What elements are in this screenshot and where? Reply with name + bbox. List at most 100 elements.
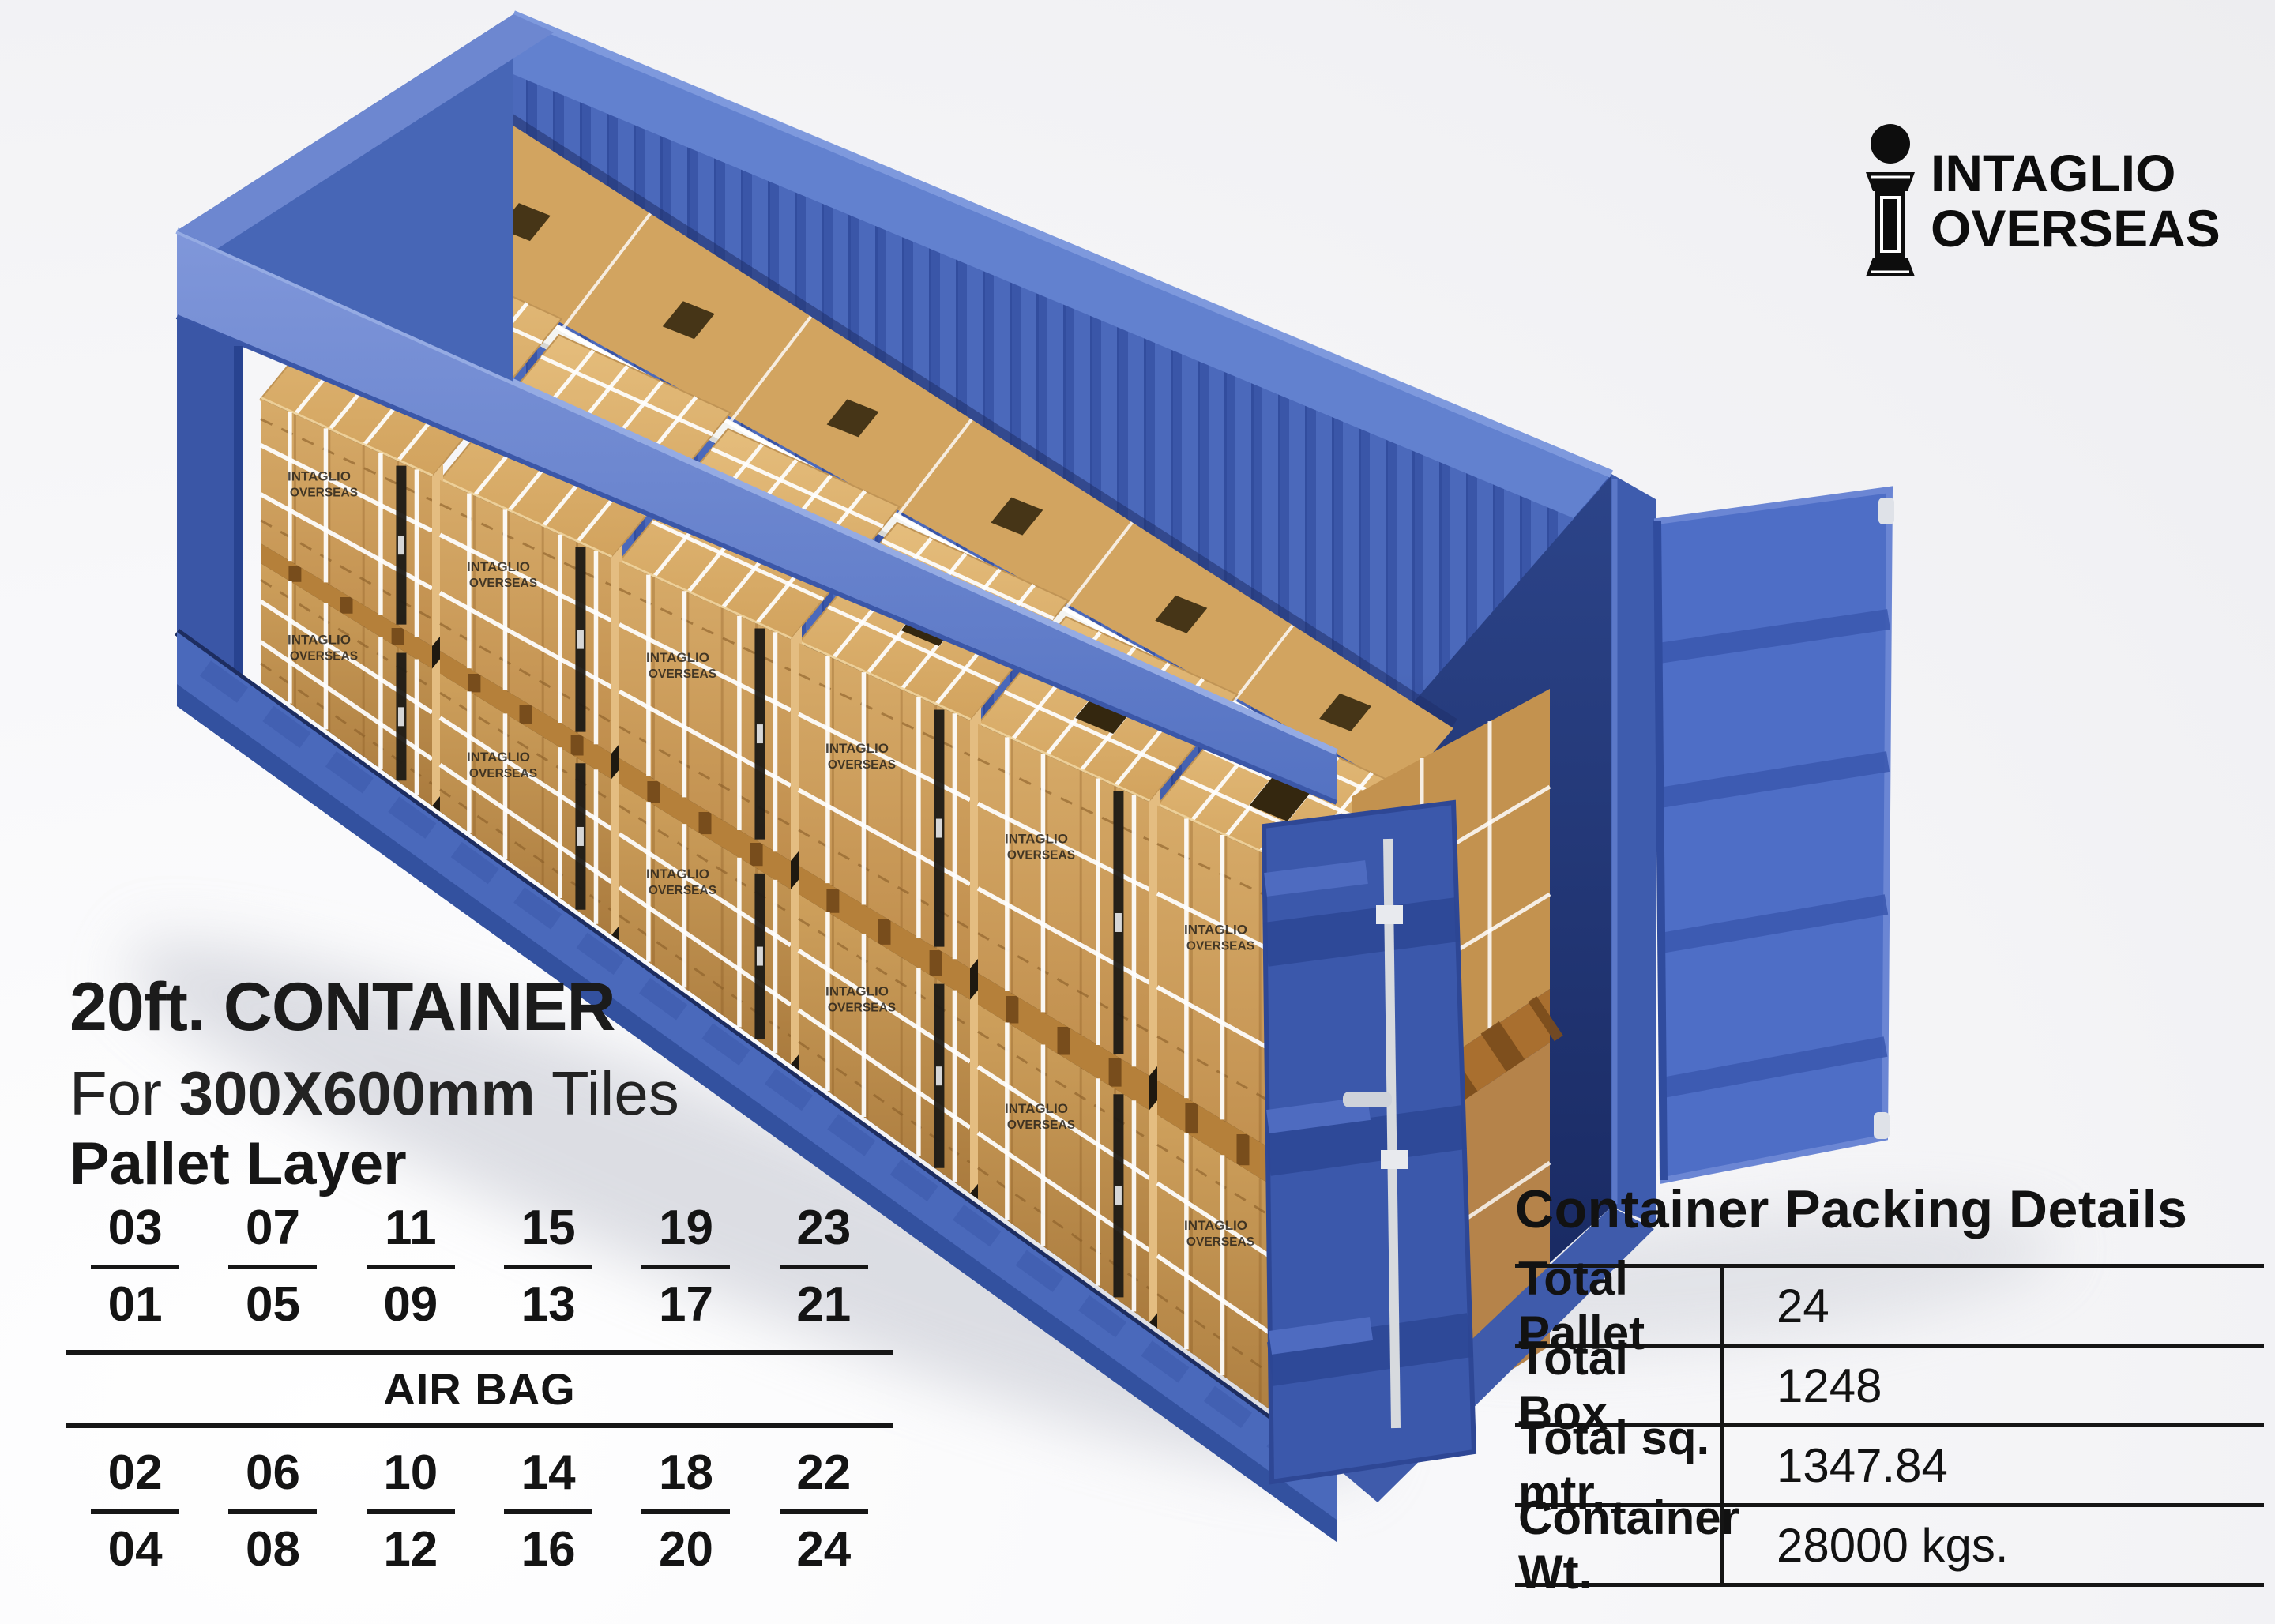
door-hinge	[1874, 1112, 1890, 1139]
pair-divider	[504, 1265, 593, 1269]
crate-brand-text: INTAGLIO	[288, 468, 351, 483]
air-bag-label: AIR BAG	[66, 1350, 893, 1428]
crate-brand-text: INTAGLIO	[467, 750, 530, 765]
pallet-number: 19	[659, 1201, 713, 1255]
row-label: Total sq. mtr.	[1518, 1412, 1710, 1519]
pallet-pair: 11 09	[342, 1194, 479, 1329]
pallet-layer-heading: Pallet Layer	[70, 1130, 407, 1197]
crate-brand-text: OVERSEAS	[469, 577, 537, 590]
packing-details-heading: Container Packing Details	[1515, 1179, 2188, 1239]
pallet-pair: 22 24	[755, 1439, 893, 1574]
crate-brand-text: INTAGLIO	[1005, 832, 1068, 847]
pallet-pair: 18 20	[617, 1439, 754, 1574]
crate-brand-text: OVERSEAS	[828, 1002, 896, 1015]
crate-face: INTAGLIO OVERSEAS	[618, 784, 802, 1065]
page-subtitle: For 300X600mm Tiles	[70, 1058, 679, 1130]
pallet-rail	[261, 543, 432, 669]
pair-divider	[366, 1265, 455, 1269]
crate-brand-text: INTAGLIO	[1184, 1218, 1247, 1233]
pallet-layer-top-grid: 03 01 07 05 11 09 15 13 19	[66, 1194, 893, 1329]
table-row: Total Pallet 24	[1515, 1252, 2264, 1359]
left-wall-top-rail	[177, 14, 554, 249]
pallet-pair: 23 21	[755, 1194, 893, 1329]
crate-face: INTAGLIO OVERSEAS	[259, 563, 443, 806]
pair-divider	[228, 1509, 318, 1514]
lock-rod-bracket	[1381, 1150, 1408, 1169]
logo-line2: OVERSEAS	[1931, 199, 2220, 258]
crate-brand-text: OVERSEAS	[1186, 939, 1254, 953]
page-title: 20ft. CONTAINER	[70, 969, 616, 1045]
pair-divider	[641, 1265, 731, 1269]
pallet-number: 22	[796, 1445, 852, 1500]
pair-divider	[779, 1265, 868, 1269]
top-rail-beam	[175, 227, 1338, 805]
pallet-number: 07	[246, 1201, 300, 1255]
pallet-number: 01	[107, 1277, 163, 1332]
door-hinge	[1878, 498, 1894, 524]
crate-brand-text: INTAGLIO	[825, 741, 889, 756]
lock-rod-handle	[1343, 1092, 1392, 1107]
pallet-number: 12	[383, 1522, 438, 1577]
pair-divider	[91, 1509, 180, 1514]
pallet-number: 23	[796, 1201, 852, 1255]
back-pallet-tops	[395, 111, 1453, 790]
far-wall-top-rail	[476, 14, 1611, 518]
pallet-number: 17	[659, 1277, 713, 1332]
pair-divider	[504, 1509, 593, 1514]
pallet-number: 09	[383, 1277, 438, 1332]
pallet-pair: 06 08	[204, 1439, 341, 1574]
packing-details: Container Packing Details Total Pallet 2…	[1515, 1179, 2264, 1599]
table-column-divider	[1720, 1268, 1724, 1587]
crate-brand-text: OVERSEAS	[290, 650, 358, 664]
crate-face: INTAGLIO OVERSEAS	[259, 399, 443, 646]
pallet-pair: 03 01	[66, 1194, 204, 1329]
pair-divider	[228, 1265, 318, 1269]
crate-brand-text: OVERSEAS	[649, 884, 716, 897]
pallet-number: 05	[246, 1277, 300, 1332]
pallet-pair: 14 16	[479, 1439, 617, 1574]
crate-face: INTAGLIO OVERSEAS	[976, 724, 1160, 1076]
open-front-door	[1261, 799, 1477, 1485]
pallet-layer-table: 03 01 07 05 11 09 15 13 19	[66, 1194, 893, 1574]
row-value: 24	[1777, 1279, 1829, 1333]
crate-brand-text: INTAGLIO	[288, 633, 351, 648]
crate-face: INTAGLIO OVERSEAS	[438, 479, 622, 754]
crate-brand-text: OVERSEAS	[649, 667, 716, 681]
pallet-number: 14	[521, 1445, 576, 1500]
table-row: Total Box 1248	[1515, 1332, 2264, 1439]
pair-divider	[91, 1265, 180, 1269]
pallet-number: 03	[107, 1201, 163, 1255]
pallet-rail	[978, 973, 1149, 1111]
crate-brand-text: OVERSEAS	[1007, 1118, 1075, 1132]
pallet-number: 15	[521, 1201, 576, 1255]
crate-brand-text: INTAGLIO	[467, 559, 530, 574]
pallet-number: 20	[659, 1522, 713, 1577]
pallet-number: 18	[659, 1445, 713, 1500]
crate-brand-text: INTAGLIO	[646, 867, 709, 882]
subtitle-tile-size: 300X600mm	[179, 1058, 536, 1128]
crate-face: INTAGLIO OVERSEAS	[797, 642, 981, 968]
pallet-number: 08	[246, 1522, 300, 1577]
crate-brand-text: INTAGLIO	[1184, 922, 1247, 937]
subtitle-prefix: For	[70, 1058, 179, 1128]
pallet-number: 10	[383, 1445, 438, 1500]
crate-brand-text: INTAGLIO	[646, 650, 709, 665]
pallet-number: 16	[521, 1522, 576, 1577]
pallet-number: 02	[107, 1445, 163, 1500]
pallet-number: 04	[107, 1522, 163, 1577]
door-lock-rod	[1383, 838, 1401, 1429]
crate-face: INTAGLIO OVERSEAS	[618, 561, 802, 861]
table-row: Container Wt. 28000 kgs.	[1515, 1491, 2264, 1599]
left-end-wall	[177, 14, 554, 682]
pallet-pair: 19 17	[617, 1194, 754, 1329]
pair-divider	[641, 1509, 731, 1514]
pallet-number: 06	[246, 1445, 300, 1500]
crate-brand-text: OVERSEAS	[1007, 849, 1075, 863]
pillar-i-icon	[1866, 124, 1915, 276]
pair-divider	[779, 1509, 868, 1514]
pallet-pair: 15 13	[479, 1194, 617, 1329]
crate-brand-text: OVERSEAS	[290, 486, 358, 499]
pallet-number: 21	[796, 1277, 852, 1332]
pallet-pair: 10 12	[342, 1439, 479, 1574]
